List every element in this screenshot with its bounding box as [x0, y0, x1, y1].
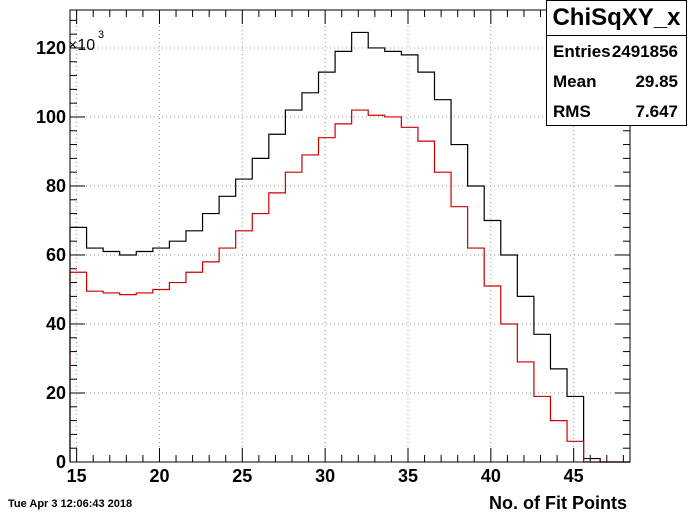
mean-value: 29.85	[635, 72, 678, 91]
mean-label: Mean	[553, 72, 597, 91]
histogram-line-2	[69, 109, 630, 463]
rms-value: 7.647	[635, 102, 678, 121]
y-tick-label: 100	[36, 107, 66, 127]
histogram-series	[69, 31, 630, 463]
stats-row-rms: RMS 7.647	[547, 96, 686, 126]
stats-title: ChiSqXY_x	[547, 1, 686, 36]
timestamp: Tue Apr 3 12:06:43 2018	[8, 498, 133, 510]
y-multiplier-exponent: 3	[98, 29, 104, 41]
x-axis-label: No. of Fit Points	[489, 493, 627, 513]
y-tick-label: 40	[46, 314, 66, 334]
stats-row-mean: Mean 29.85	[547, 66, 686, 96]
y-tick-label: 120	[36, 38, 66, 58]
histogram-line-1	[69, 31, 630, 463]
entries-label: Entries	[553, 42, 611, 61]
x-tick-label: 35	[398, 466, 418, 486]
x-tick-label: 45	[564, 466, 584, 486]
tick-labels: 15 20 25 30 35 40 45 0 20 40 60 80 100 120	[36, 38, 584, 486]
rms-label: RMS	[553, 102, 591, 121]
y-tick-label: 20	[46, 383, 66, 403]
stats-box: ChiSqXY_x Entries 2491856 Mean 29.85 RMS…	[546, 0, 687, 126]
y-tick-label: 60	[46, 245, 66, 265]
y-tick-label: 0	[56, 452, 66, 472]
y-multiplier-base: ×10	[68, 37, 95, 54]
x-tick-label: 15	[67, 466, 87, 486]
stats-row-entries: Entries 2491856	[547, 36, 686, 66]
x-tick-label: 25	[232, 466, 252, 486]
x-tick-label: 30	[315, 466, 335, 486]
entries-value: 2491856	[611, 42, 678, 61]
y-tick-label: 80	[46, 176, 66, 196]
x-tick-label: 20	[149, 466, 169, 486]
y-multiplier: ×10 3	[68, 29, 104, 54]
plot-frame	[69, 9, 631, 463]
x-tick-label: 40	[481, 466, 501, 486]
